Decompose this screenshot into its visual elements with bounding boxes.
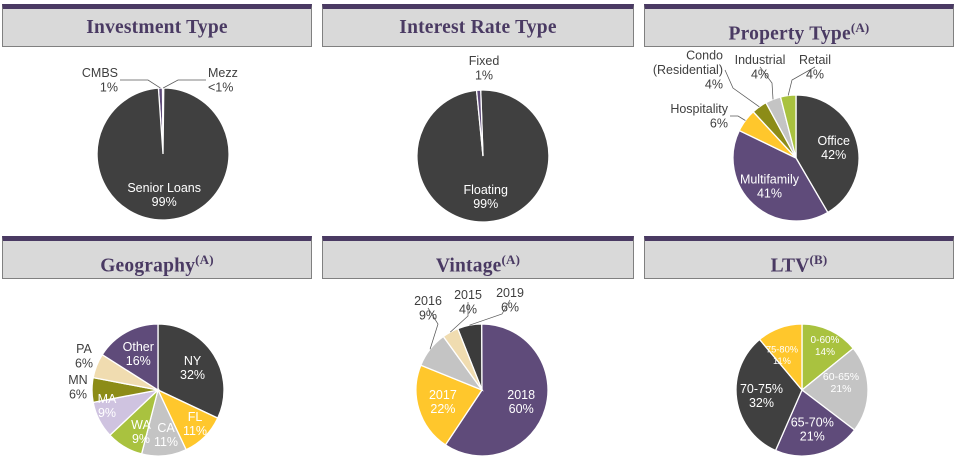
svg-text:Hospitality: Hospitality [670,102,728,116]
svg-text:0-60%: 0-60% [811,335,840,346]
svg-text:6%: 6% [75,356,93,370]
svg-text:MN: MN [68,373,87,387]
svg-text:4%: 4% [751,67,769,81]
svg-text:Senior Loans: Senior Loans [127,181,201,195]
svg-text:Floating: Floating [463,183,508,197]
svg-text:99%: 99% [152,195,177,209]
svg-text:9%: 9% [132,432,150,446]
svg-text:6%: 6% [710,116,728,130]
svg-text:4%: 4% [705,78,723,92]
svg-text:16%: 16% [126,354,151,368]
svg-text:60%: 60% [509,402,534,416]
svg-text:MA: MA [98,392,117,406]
svg-text:2017: 2017 [429,388,457,402]
svg-text:CMBS: CMBS [82,66,118,80]
svg-text:NY: NY [184,354,202,368]
svg-text:Multifamily: Multifamily [740,173,800,187]
svg-text:22%: 22% [430,402,455,416]
svg-text:1%: 1% [475,68,493,82]
svg-text:1%: 1% [100,80,118,94]
svg-text:FL: FL [188,410,203,424]
svg-text:Retail: Retail [799,53,831,67]
svg-text:CA: CA [157,421,175,435]
svg-text:11%: 11% [773,356,791,366]
svg-text:32%: 32% [180,368,205,382]
svg-text:70-75%: 70-75% [740,382,783,396]
svg-text:11%: 11% [154,435,178,449]
svg-text:75-80%: 75-80% [766,344,798,354]
svg-text:60-65%: 60-65% [823,371,859,383]
svg-text:21%: 21% [800,430,825,444]
svg-text:6%: 6% [69,387,87,401]
svg-text:PA: PA [76,342,92,356]
svg-text:Industrial: Industrial [735,53,786,67]
svg-text:(Residential): (Residential) [653,63,723,77]
svg-text:WA: WA [131,418,151,432]
svg-text:99%: 99% [473,197,498,211]
svg-text:2015: 2015 [454,288,482,302]
svg-text:4%: 4% [806,67,824,81]
svg-text:14%: 14% [815,347,835,358]
svg-text:Mezz: Mezz [208,66,238,80]
svg-text:41%: 41% [757,187,782,201]
svg-text:Other: Other [123,340,154,354]
svg-text:6%: 6% [501,300,519,314]
svg-text:4%: 4% [459,302,477,316]
svg-text:2019: 2019 [496,286,524,300]
svg-text:2016: 2016 [414,294,442,308]
svg-text:Office: Office [817,134,849,148]
svg-text:<1%: <1% [208,80,233,94]
svg-text:32%: 32% [749,396,774,410]
svg-text:65-70%: 65-70% [791,416,834,430]
svg-text:42%: 42% [821,148,846,162]
svg-text:9%: 9% [98,406,116,420]
svg-text:2018: 2018 [507,388,535,402]
svg-text:Fixed: Fixed [469,54,500,68]
svg-text:21%: 21% [830,383,851,395]
svg-text:11%: 11% [183,424,207,438]
svg-text:9%: 9% [419,308,437,322]
